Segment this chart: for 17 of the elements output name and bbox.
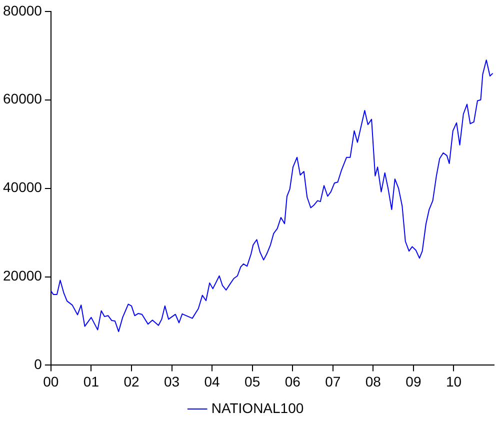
x-tick-label: 04 — [204, 373, 220, 390]
x-tick-label: 06 — [284, 373, 301, 390]
y-tick-label: 0 — [34, 356, 42, 372]
x-tick-label: 10 — [446, 373, 462, 390]
y-tick-label: 20000 — [2, 268, 42, 284]
x-tick-label: 08 — [365, 373, 382, 390]
x-tick-label: 07 — [325, 373, 341, 390]
x-tick-label: 00 — [43, 373, 59, 390]
x-tick-label: 03 — [164, 373, 180, 390]
x-tick-label: 01 — [83, 373, 100, 390]
y-tick-label: 40000 — [2, 179, 42, 196]
y-tick-label: 80000 — [2, 2, 42, 18]
legend-label: NATIONAL100 — [211, 400, 304, 416]
x-tick-label: 02 — [124, 373, 140, 390]
x-tick-label: 05 — [244, 373, 260, 390]
x-tick-label: 09 — [406, 373, 422, 390]
y-tick-label: 60000 — [2, 90, 42, 107]
